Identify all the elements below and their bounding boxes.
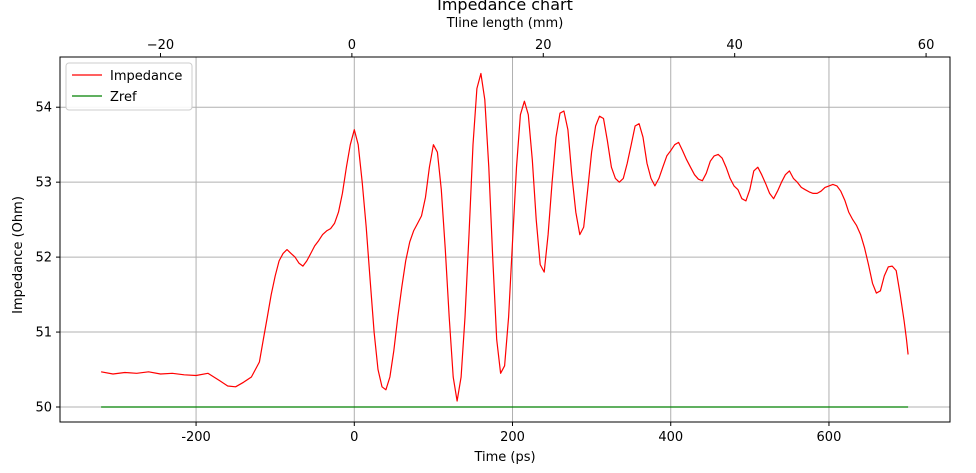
gridlines: [60, 57, 950, 422]
x2-tick-label: 60: [918, 38, 935, 53]
legend: Impedance Zref: [65, 62, 193, 111]
x2-axis-title: Tline length (mm): [446, 16, 564, 31]
y-tick-label: 54: [35, 101, 52, 116]
plot-frame: [59, 56, 951, 423]
x-tick-label: 0: [350, 430, 358, 445]
x-axis-title: Time (ps): [473, 450, 535, 465]
chart-title: Impedance chart: [437, 0, 573, 14]
x2-tick-label: 40: [726, 38, 743, 53]
x-tick-label: -200: [181, 430, 211, 445]
x2-tick-label: 0: [348, 38, 356, 53]
y-axis-title: Impedance (Ohm): [11, 196, 26, 314]
y-tick-label: 50: [35, 401, 52, 416]
y-tick-label: 51: [35, 326, 52, 341]
y-tick-label: 52: [35, 251, 52, 266]
legend-label-zref: Zref: [110, 90, 137, 105]
y-tick-label: 53: [35, 176, 52, 191]
x-tick-label: 400: [658, 430, 683, 445]
series-layer: [100, 72, 909, 408]
x-tick-label: 600: [817, 430, 842, 445]
ticks-layer: -200 0 200 400 600 50 51 52 53 54 −20 0 20 40 60: [35, 38, 934, 445]
x2-tick-label: −20: [147, 38, 174, 53]
x2-tick-label: 20: [535, 38, 552, 53]
series-line-impedance: [100, 72, 909, 402]
x-tick-label: 200: [500, 430, 525, 445]
legend-label-impedance: Impedance: [110, 69, 182, 84]
